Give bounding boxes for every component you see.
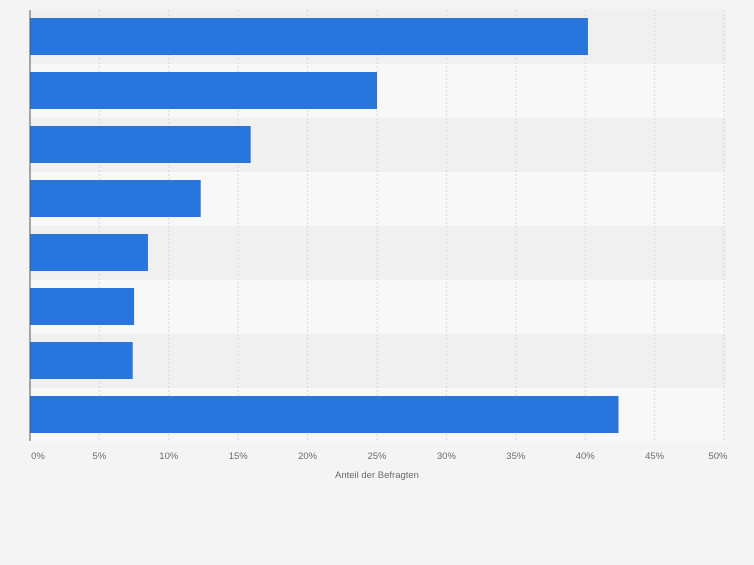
- bar: [30, 72, 377, 109]
- x-tick-label: 0%: [31, 451, 45, 462]
- x-tick-label: 5%: [93, 451, 107, 462]
- x-axis-ticks: 0% 5% 10% 15% 20% 25% 30% 35% 40% 45% 50%: [31, 451, 728, 462]
- bar: [30, 396, 619, 433]
- x-tick-label: 30%: [437, 451, 457, 462]
- bar: [30, 342, 133, 379]
- x-tick-label: 50%: [708, 451, 728, 462]
- x-tick-label: 45%: [645, 451, 665, 462]
- bar: [30, 234, 148, 271]
- bar: [30, 18, 588, 55]
- x-tick-label: 40%: [576, 451, 596, 462]
- x-tick-label: 15%: [229, 451, 249, 462]
- row-band: [30, 280, 726, 334]
- x-tick-label: 10%: [159, 451, 179, 462]
- bars: [30, 18, 619, 433]
- x-axis-label: Anteil der Befragten: [335, 470, 419, 481]
- row-band: [30, 334, 726, 388]
- x-tick-label: 20%: [298, 451, 318, 462]
- x-tick-label: 25%: [367, 451, 387, 462]
- x-tick-label: 35%: [506, 451, 526, 462]
- bar: [30, 180, 201, 217]
- bar: [30, 126, 251, 163]
- bar: [30, 288, 135, 325]
